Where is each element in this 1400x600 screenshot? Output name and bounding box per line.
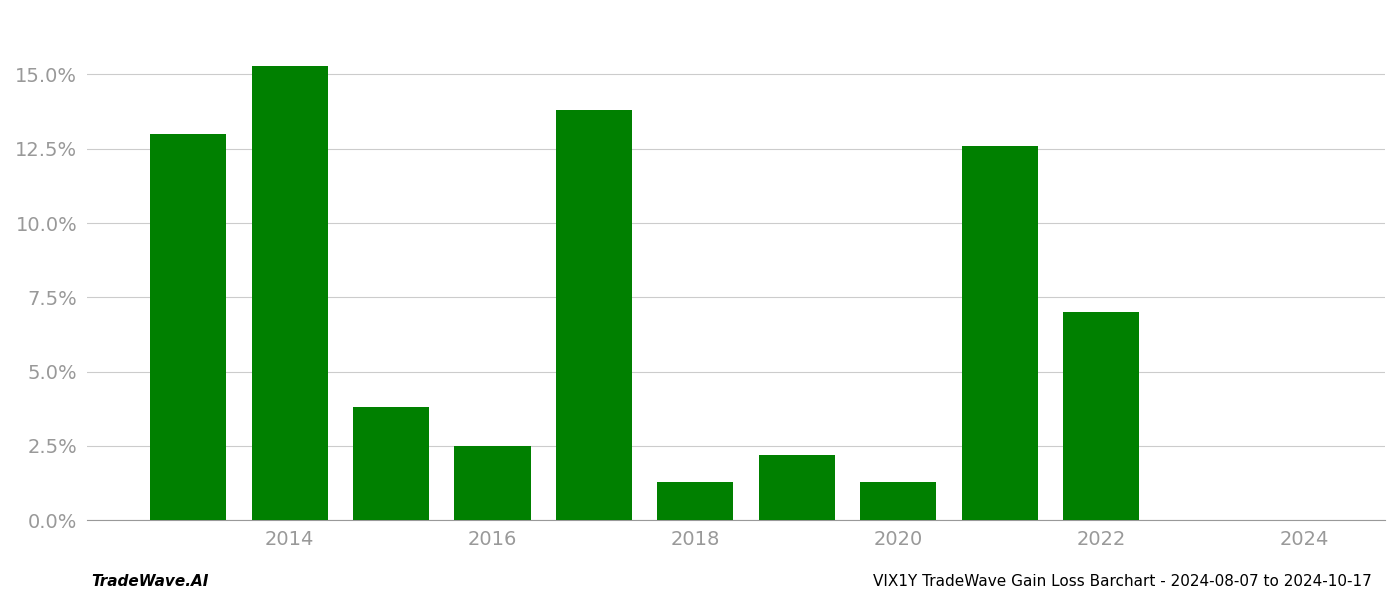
Bar bbox=[1063, 312, 1140, 520]
Bar bbox=[759, 455, 834, 520]
Bar bbox=[658, 482, 734, 520]
Bar bbox=[962, 146, 1037, 520]
Bar bbox=[455, 446, 531, 520]
Bar bbox=[353, 407, 430, 520]
Bar bbox=[556, 110, 631, 520]
Text: TradeWave.AI: TradeWave.AI bbox=[91, 574, 209, 589]
Bar bbox=[252, 65, 328, 520]
Text: VIX1Y TradeWave Gain Loss Barchart - 2024-08-07 to 2024-10-17: VIX1Y TradeWave Gain Loss Barchart - 202… bbox=[874, 574, 1372, 589]
Bar bbox=[150, 134, 227, 520]
Bar bbox=[860, 482, 937, 520]
